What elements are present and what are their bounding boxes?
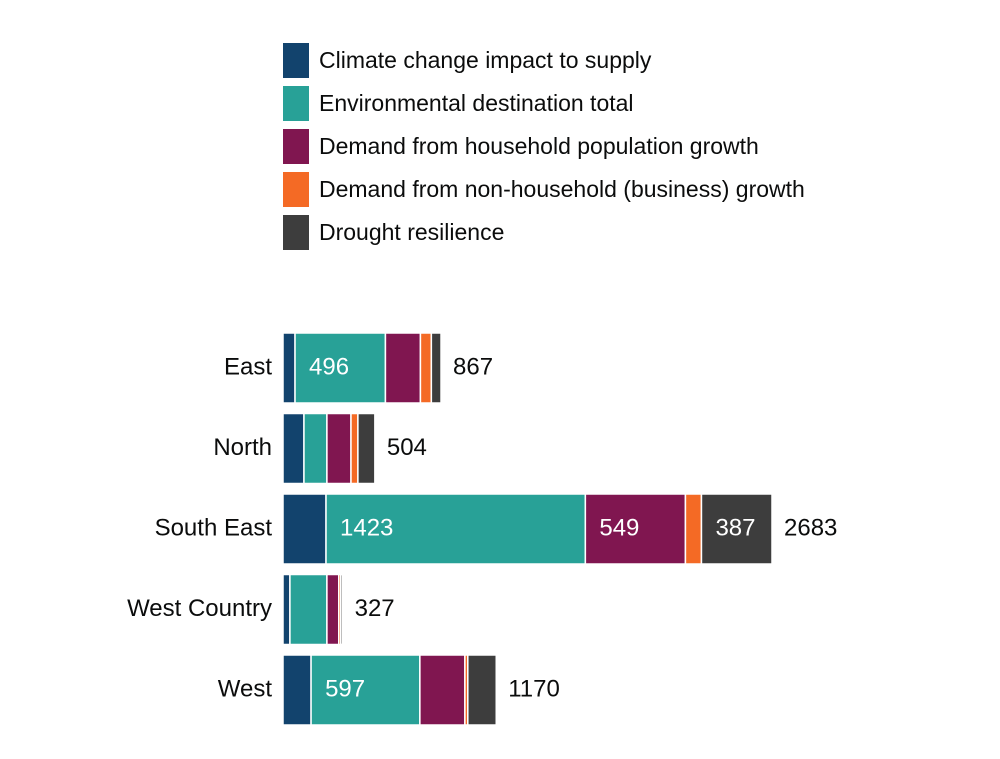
segment-label: 1423 [340, 514, 393, 541]
bar-segment [303, 412, 328, 485]
bar-segment [430, 332, 442, 404]
legend-swatch [283, 172, 309, 207]
legend-item: Demand from household population growth [283, 129, 823, 164]
legend-item: Environmental destination total [283, 86, 823, 121]
total-label: 2683 [784, 514, 837, 541]
legend-swatch [283, 86, 309, 121]
bar-segment [289, 573, 328, 646]
bar-segment [282, 573, 291, 646]
legend-swatch [283, 43, 309, 78]
category-label: North [213, 434, 272, 461]
bar-segment [340, 573, 344, 646]
legend-swatch [283, 129, 309, 164]
segment-label: 549 [599, 514, 639, 541]
bar-segment [326, 573, 340, 646]
segment-label: 496 [309, 353, 349, 380]
legend-item: Drought resilience [283, 215, 823, 250]
total-label: 327 [355, 595, 395, 622]
legend-label: Climate change impact to supply [319, 47, 652, 73]
legend-label: Environmental destination total [319, 90, 634, 116]
bar-segment [350, 412, 359, 485]
bar-segment [282, 332, 296, 404]
legend-item: Demand from non-household (business) gro… [283, 172, 823, 207]
total-label: 504 [387, 434, 427, 461]
legend-label: Drought resilience [319, 219, 505, 245]
legend-swatch [283, 215, 309, 250]
legend-label: Demand from household population growth [319, 133, 759, 159]
bar-segment [419, 654, 466, 726]
bar-segment [467, 654, 497, 726]
category-label: East [224, 353, 272, 380]
category-label: South East [155, 514, 273, 541]
bar-segment [584, 493, 687, 565]
bar-segment [310, 654, 421, 726]
category-label: West [218, 675, 273, 702]
legend: Climate change impact to supply Environme… [283, 43, 823, 258]
legend-item: Climate change impact to supply [283, 43, 823, 78]
segment-label: 387 [715, 514, 755, 541]
bar-segment [282, 493, 327, 565]
total-label: 867 [453, 353, 493, 380]
legend-label: Demand from non-household (business) gro… [319, 176, 805, 202]
category-label: West Country [127, 595, 272, 622]
bar-segment [684, 493, 703, 565]
bar-segment [282, 412, 305, 485]
bar-segment [419, 332, 433, 404]
bar-segment [700, 493, 773, 565]
bar-segment [282, 654, 312, 726]
segment-label: 597 [325, 675, 365, 702]
total-label: 1170 [508, 675, 560, 702]
bar-segment [357, 412, 376, 485]
bar-segment [384, 332, 422, 404]
bar-segment [326, 412, 352, 485]
